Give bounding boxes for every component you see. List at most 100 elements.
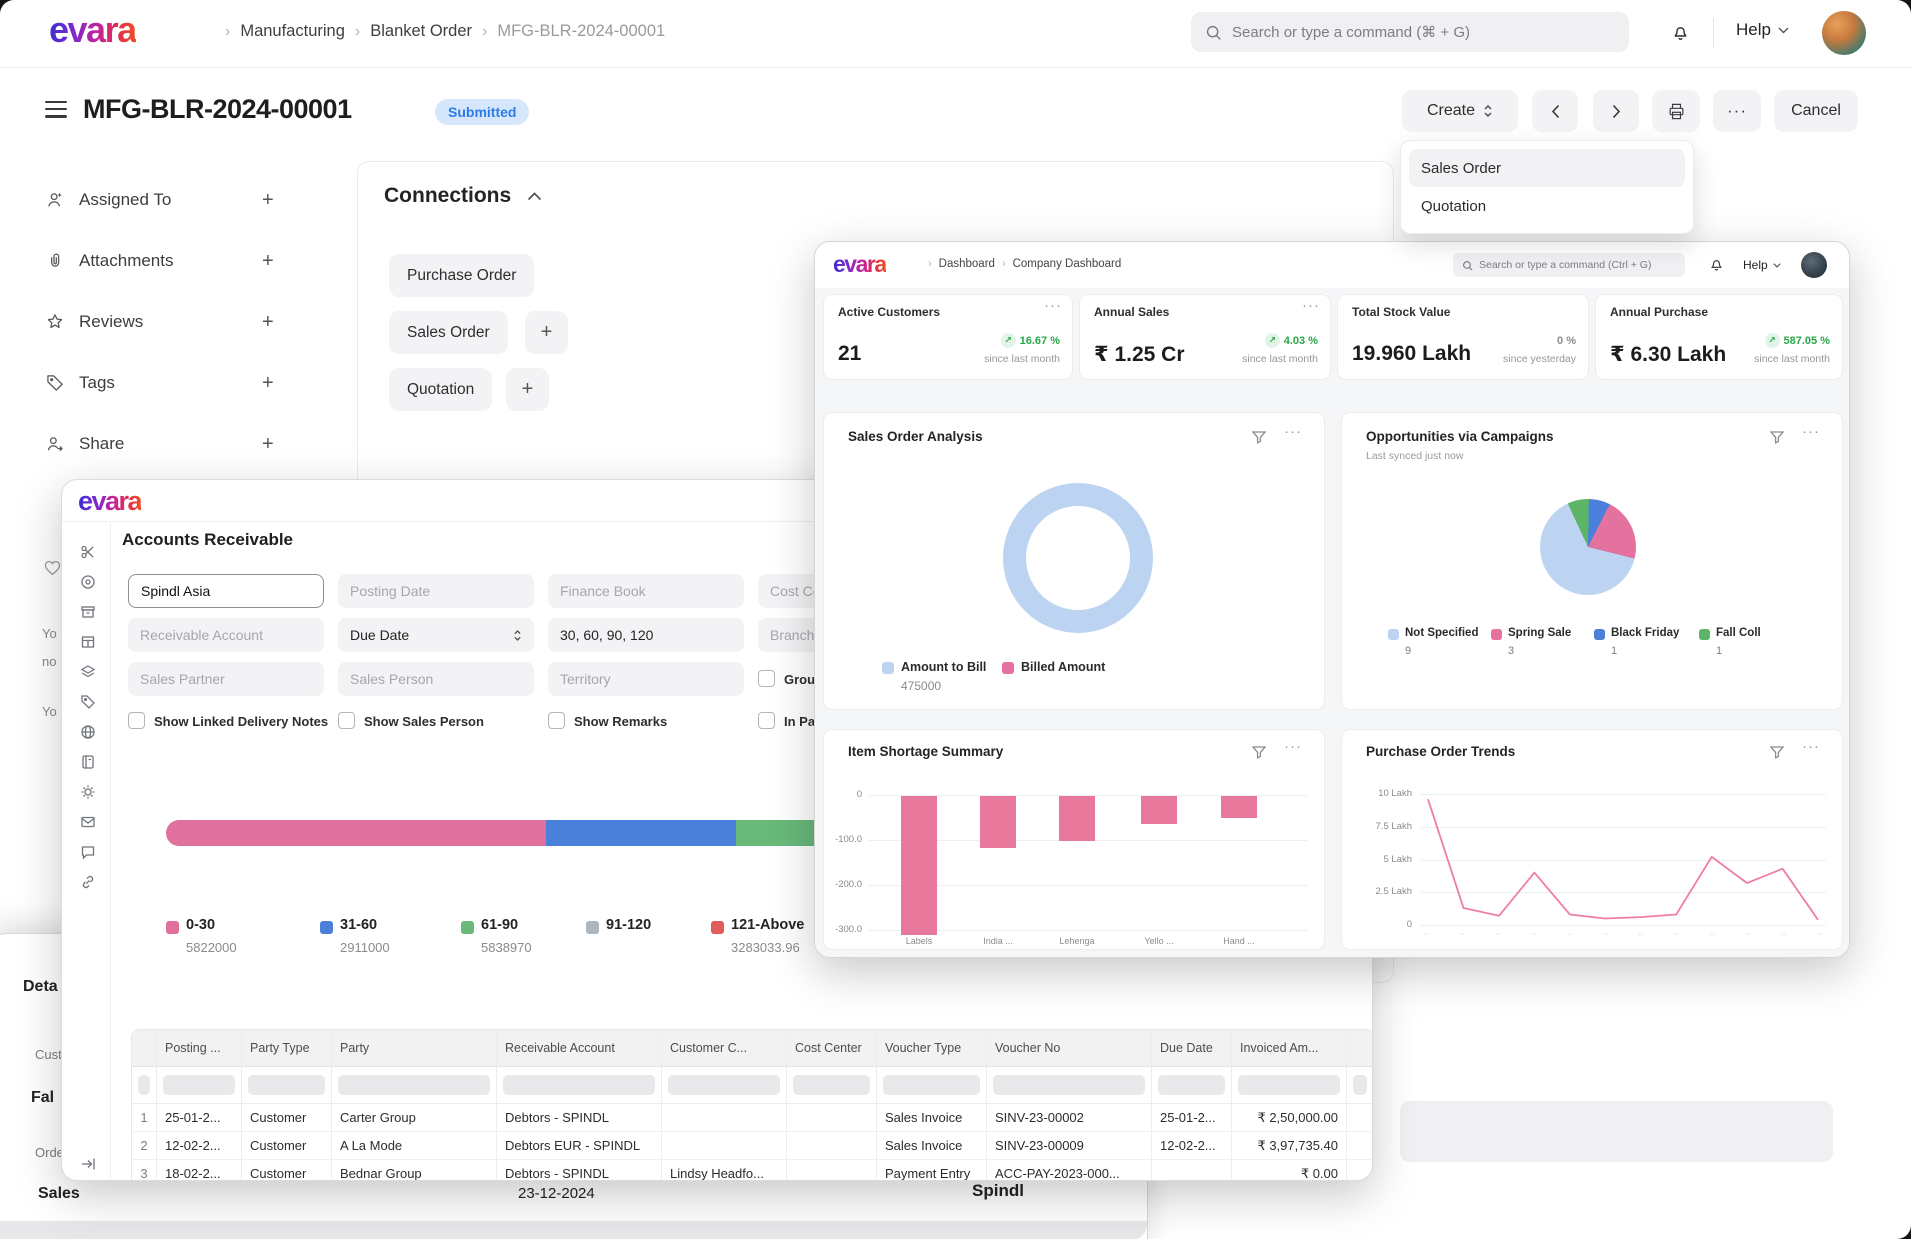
- col-header[interactable]: Cost Center: [787, 1030, 877, 1066]
- column-filter[interactable]: [1347, 1067, 1372, 1103]
- checkbox[interactable]: [758, 712, 775, 729]
- legend-label[interactable]: Billed Amount: [1021, 660, 1106, 674]
- connection-sales-order-add-button[interactable]: +: [525, 311, 568, 354]
- filter-funnel-icon[interactable]: [1770, 746, 1784, 759]
- tab-details-fragment[interactable]: Deta: [23, 978, 58, 995]
- bar[interactable]: [1141, 796, 1177, 824]
- ageing-segment-0-30[interactable]: [166, 820, 547, 846]
- user-avatar[interactable]: [1801, 252, 1827, 278]
- chart-menu-icon[interactable]: ···: [1802, 423, 1820, 440]
- help-menu[interactable]: Help: [1743, 258, 1781, 272]
- package-icon[interactable]: [80, 634, 96, 650]
- chart-menu-icon[interactable]: ···: [1284, 423, 1302, 440]
- order-value-fragment[interactable]: Sales: [38, 1185, 80, 1202]
- cell-party[interactable]: A La Mode: [332, 1132, 497, 1159]
- column-filter[interactable]: [1152, 1067, 1232, 1103]
- scissors-icon[interactable]: [80, 544, 96, 560]
- sidebar-item-tags[interactable]: Tags +: [45, 371, 285, 394]
- col-header[interactable]: Receivable Account: [497, 1030, 662, 1066]
- user-avatar[interactable]: [1822, 11, 1866, 55]
- collapse-sidebar-icon[interactable]: [80, 1156, 96, 1172]
- globe-icon[interactable]: [80, 724, 96, 740]
- bar[interactable]: [1221, 796, 1257, 818]
- card-menu-icon[interactable]: ···: [1044, 297, 1062, 314]
- review-add-button[interactable]: +: [262, 310, 274, 333]
- bar[interactable]: [1059, 796, 1095, 841]
- cell-voucher-no[interactable]: ACC-PAY-2023-000...: [987, 1160, 1152, 1180]
- cell-party[interactable]: Bednar Group: [332, 1160, 497, 1180]
- show-sales-person-checkbox[interactable]: Show Sales Person: [338, 712, 484, 731]
- legend-label[interactable]: Black Friday: [1611, 627, 1680, 639]
- column-filter[interactable]: [157, 1067, 242, 1103]
- legend-label[interactable]: Fall Coll: [1716, 627, 1761, 639]
- next-button[interactable]: [1593, 90, 1639, 132]
- filter-funnel-icon[interactable]: [1252, 431, 1266, 444]
- to-date-value[interactable]: 23-12-2024: [518, 1185, 595, 1202]
- card-menu-icon[interactable]: ···: [1302, 297, 1320, 314]
- ageing-segment-31-60[interactable]: [546, 820, 737, 846]
- legend-label[interactable]: Spring Sale: [1508, 627, 1572, 639]
- show-remarks-checkbox[interactable]: Show Remarks: [548, 712, 667, 731]
- print-button[interactable]: [1652, 90, 1700, 132]
- breadcrumb-manufacturing[interactable]: Manufacturing: [240, 22, 345, 40]
- column-filter[interactable]: [242, 1067, 332, 1103]
- notebook-icon[interactable]: [80, 754, 96, 770]
- tag-add-button[interactable]: +: [262, 371, 274, 394]
- link-icon[interactable]: [80, 874, 96, 890]
- comment-box-placeholder[interactable]: [1400, 1101, 1833, 1162]
- col-header[interactable]: Posting ...: [157, 1030, 242, 1066]
- checkbox[interactable]: [548, 712, 565, 729]
- share-add-button[interactable]: +: [262, 432, 274, 455]
- col-header[interactable]: Due Date: [1152, 1030, 1232, 1066]
- mail-icon[interactable]: [80, 814, 96, 830]
- col-header[interactable]: Voucher Type: [877, 1030, 987, 1066]
- sales-person-filter[interactable]: [338, 662, 534, 696]
- number-card-annual-sales[interactable]: Annual Sales ··· ₹ 1.25 Cr ↗ 4.03 % since…: [1079, 294, 1331, 380]
- chart-menu-icon[interactable]: ···: [1284, 738, 1302, 755]
- column-filter[interactable]: [662, 1067, 787, 1103]
- col-header[interactable]: Party Type: [242, 1030, 332, 1066]
- connection-sales-order-button[interactable]: Sales Order: [389, 311, 508, 354]
- dashboard-search[interactable]: Search or type a command (Ctrl + G): [1453, 253, 1685, 277]
- show-linked-delivery-notes-checkbox[interactable]: Show Linked Delivery Notes: [128, 712, 328, 731]
- connection-quotation-add-button[interactable]: +: [506, 368, 549, 411]
- menu-item-sales-order[interactable]: Sales Order: [1409, 149, 1685, 187]
- column-filter[interactable]: [332, 1067, 497, 1103]
- column-filter[interactable]: [987, 1067, 1152, 1103]
- connection-purchase-order-button[interactable]: Purchase Order: [389, 254, 535, 297]
- assign-add-button[interactable]: +: [262, 188, 274, 211]
- cancel-button[interactable]: Cancel: [1774, 90, 1858, 132]
- receivable-account-filter[interactable]: [128, 618, 324, 652]
- table-row[interactable]: 1 25-01-2... Customer Carter Group Debto…: [132, 1104, 1372, 1132]
- posting-date-filter[interactable]: [338, 574, 534, 608]
- attachment-add-button[interactable]: +: [262, 249, 274, 272]
- chat-icon[interactable]: [80, 844, 96, 860]
- app-logo[interactable]: evara: [49, 9, 137, 50]
- company-filter-input[interactable]: [128, 574, 324, 608]
- column-filter[interactable]: [787, 1067, 877, 1103]
- more-actions-button[interactable]: ···: [1713, 90, 1761, 132]
- sidebar-item-assigned-to[interactable]: Assigned To +: [45, 188, 285, 211]
- checkbox[interactable]: [758, 670, 775, 687]
- breadcrumb-blanket-order[interactable]: Blanket Order: [370, 22, 473, 40]
- app-logo[interactable]: evara: [78, 486, 143, 516]
- breadcrumb-dashboard[interactable]: Dashboard: [938, 258, 995, 270]
- like-heart-icon[interactable]: [44, 560, 61, 576]
- layers-icon[interactable]: [80, 664, 96, 680]
- number-card-active-customers[interactable]: Active Customers ··· 21 ↗ 16.67 % since l…: [823, 294, 1073, 380]
- column-filter[interactable]: [132, 1067, 157, 1103]
- table-row[interactable]: 2 12-02-2... Customer A La Mode Debtors …: [132, 1132, 1372, 1160]
- column-filter[interactable]: [497, 1067, 662, 1103]
- ageing-based-on-select[interactable]: Due Date: [338, 618, 534, 652]
- checkbox[interactable]: [128, 712, 145, 729]
- number-card-total-stock-value[interactable]: Total Stock Value 19.960 Lakh 0 % since …: [1337, 294, 1589, 380]
- column-filter[interactable]: [877, 1067, 987, 1103]
- checkbox[interactable]: [338, 712, 355, 729]
- prev-button[interactable]: [1532, 90, 1578, 132]
- hamburger-menu-icon[interactable]: [45, 101, 67, 118]
- sidebar-item-reviews[interactable]: Reviews +: [45, 310, 285, 333]
- table-row[interactable]: 3 18-02-2... Customer Bednar Group Debto…: [132, 1160, 1372, 1180]
- tag-icon[interactable]: [80, 694, 96, 710]
- bar[interactable]: [901, 796, 937, 935]
- col-header[interactable]: Customer C...: [662, 1030, 787, 1066]
